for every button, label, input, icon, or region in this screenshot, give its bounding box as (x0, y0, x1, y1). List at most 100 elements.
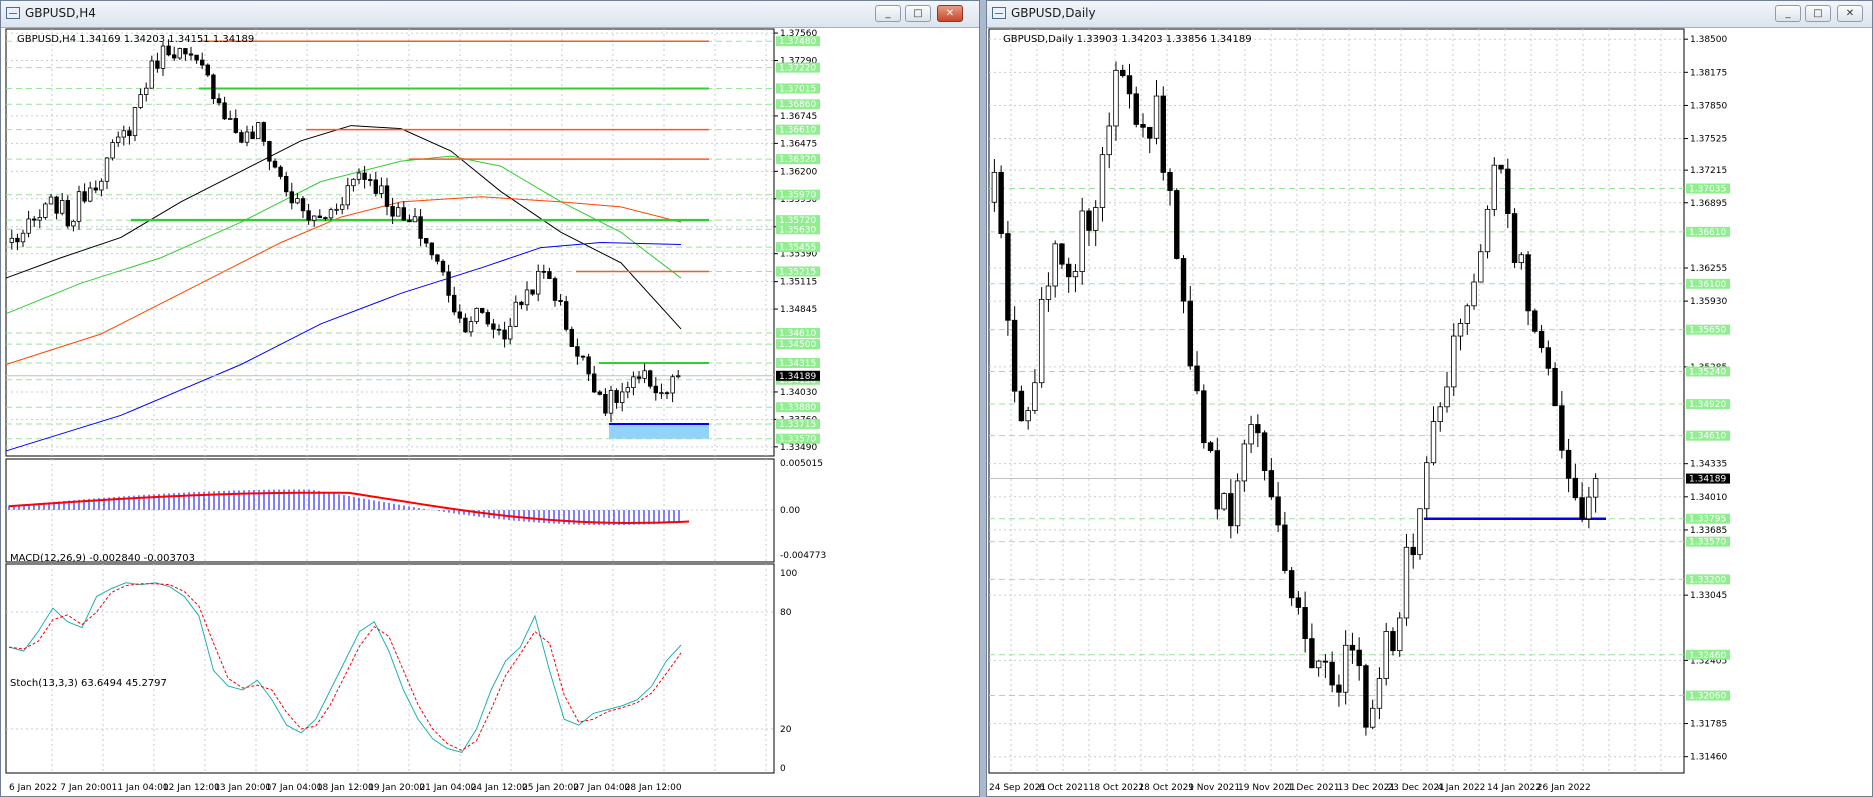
close-button[interactable]: ✕ (1837, 5, 1863, 22)
candle-body (300, 198, 306, 212)
macd-axis-label: 0.00 (780, 506, 800, 516)
candle-body (121, 130, 126, 138)
level-tag (776, 62, 820, 73)
close-button[interactable]: ✕ (937, 5, 963, 22)
candle-body (31, 218, 37, 221)
level-tag (1686, 430, 1730, 441)
candle-body (586, 356, 591, 375)
candle-body (384, 185, 390, 207)
candle-body (1214, 450, 1221, 510)
candle-body (1403, 546, 1410, 619)
h4-chart-window[interactable]: GBPUSD,H4 _ □ ✕ 1.37560 1.37290 1.36745 1.3… (0, 0, 980, 797)
h4-indicators (5, 125, 690, 753)
price-axis-label: 1.36255 (1690, 264, 1727, 274)
candle-body (1579, 497, 1585, 520)
price-axis-label: 1.35930 (1690, 297, 1727, 307)
candle-body (211, 74, 216, 100)
time-axis-label: 4 Jan 2022 (1437, 783, 1485, 793)
candle-body (513, 301, 518, 327)
candle-body (1572, 477, 1579, 499)
time-axis-label: 23 Dec 2021 (1387, 783, 1445, 793)
candle-body (429, 242, 434, 256)
candle-body (1356, 649, 1362, 667)
stoch-axis-label: 0 (780, 764, 786, 774)
candle-body (1018, 390, 1025, 422)
daily-window-title: GBPUSD,Daily (1011, 6, 1096, 20)
h4-title-bar[interactable]: GBPUSD,H4 _ □ ✕ (1, 1, 979, 28)
price-axis-label: 1.35930 (780, 195, 817, 205)
candle-body (295, 198, 300, 204)
candle-body (676, 375, 681, 378)
candle-body (463, 317, 468, 333)
candle-body (1309, 638, 1315, 669)
daily-chart-window[interactable]: GBPUSD,Daily _ □ ✕ 1.38500 1.38175 1.37850… (986, 0, 1873, 797)
candle-body (1302, 607, 1308, 640)
time-axis-label: 13 Dec 2021 (1338, 783, 1396, 793)
time-axis-label: 28 Oct 2021 (1138, 783, 1194, 793)
candle-body (597, 391, 602, 395)
level-tag-text: 1.33200 (1689, 575, 1726, 585)
price-axis-label: 1.33045 (1690, 591, 1727, 601)
candle-body (412, 216, 418, 223)
time-axis-label: 1 Dec 2021 (1288, 783, 1340, 793)
time-axis-label: 19 Nov 2021 (1238, 783, 1296, 793)
time-axis-label: 24 Sep 2021 (989, 783, 1046, 793)
candle-body (423, 238, 429, 244)
candle-body (1065, 263, 1072, 278)
level-tag (776, 357, 820, 368)
candle-body (664, 392, 670, 395)
price-axis-label: 1.36200 (780, 167, 817, 177)
macd-signal-line (8, 491, 690, 524)
candle-body (160, 45, 166, 69)
candle-body (1140, 124, 1146, 128)
candle-body (1511, 213, 1518, 263)
level-tag (776, 418, 820, 429)
price-axis-label: 1.37290 (780, 57, 817, 67)
h4-chart-canvas[interactable]: 1.37560 1.37290 1.36745 1.36475 1.36200 1.359… (1, 28, 979, 796)
candle-body (1451, 335, 1457, 388)
candle-body (625, 387, 630, 393)
ma-black-line (5, 125, 682, 330)
candle-body (474, 307, 479, 322)
candle-body (261, 122, 266, 142)
level-tag-text: 1.37480 (779, 37, 816, 47)
candle-body (1133, 93, 1139, 125)
price-tag-text: 1.34189 (779, 372, 816, 382)
maximize-button[interactable]: □ (905, 5, 931, 22)
candle-body (502, 329, 507, 340)
level-tag (1686, 513, 1730, 524)
price-axis-label: 1.35390 (780, 250, 817, 260)
minimize-button[interactable]: _ (875, 5, 901, 22)
candle-body (1187, 300, 1193, 367)
ma-blue-line (5, 241, 682, 452)
daily-title-bar[interactable]: GBPUSD,Daily _ □ ✕ (987, 1, 1872, 28)
maximize-button[interactable]: □ (1805, 5, 1831, 22)
level-tag (1686, 690, 1730, 701)
level-tag-text: 1.36610 (779, 126, 816, 136)
candle-body (1201, 390, 1207, 444)
level-tag-text: 1.35650 (1689, 326, 1726, 336)
candle-body (1336, 684, 1342, 693)
minimize-button[interactable]: _ (1775, 5, 1801, 22)
candle-body (188, 53, 194, 56)
price-axis-label: 1.34010 (1690, 493, 1727, 503)
candle-body (233, 118, 238, 133)
stoch-panel-frame (5, 563, 775, 774)
candle-body (244, 131, 250, 143)
time-axis-label: 27 Jan 04:00 (573, 783, 630, 793)
candle-body (362, 172, 367, 180)
chart-window-icon (992, 7, 1006, 19)
candle-body (1032, 382, 1038, 411)
price-axis-label: 1.36895 (1690, 199, 1727, 209)
candle-body (575, 346, 580, 357)
chart-window-icon (6, 7, 20, 19)
candle-body (1559, 405, 1565, 451)
candle-body (1363, 665, 1369, 728)
daily-chart-canvas[interactable]: 1.38500 1.38175 1.37850 1.37525 1.37215 1.368… (987, 28, 1872, 796)
time-axis-label: 19 Jan 20:00 (368, 783, 425, 793)
ma-red-line (5, 196, 682, 365)
candle-body (216, 98, 222, 104)
candle-body (1093, 207, 1099, 231)
candle-body (227, 118, 233, 120)
candle-body (1376, 678, 1383, 709)
